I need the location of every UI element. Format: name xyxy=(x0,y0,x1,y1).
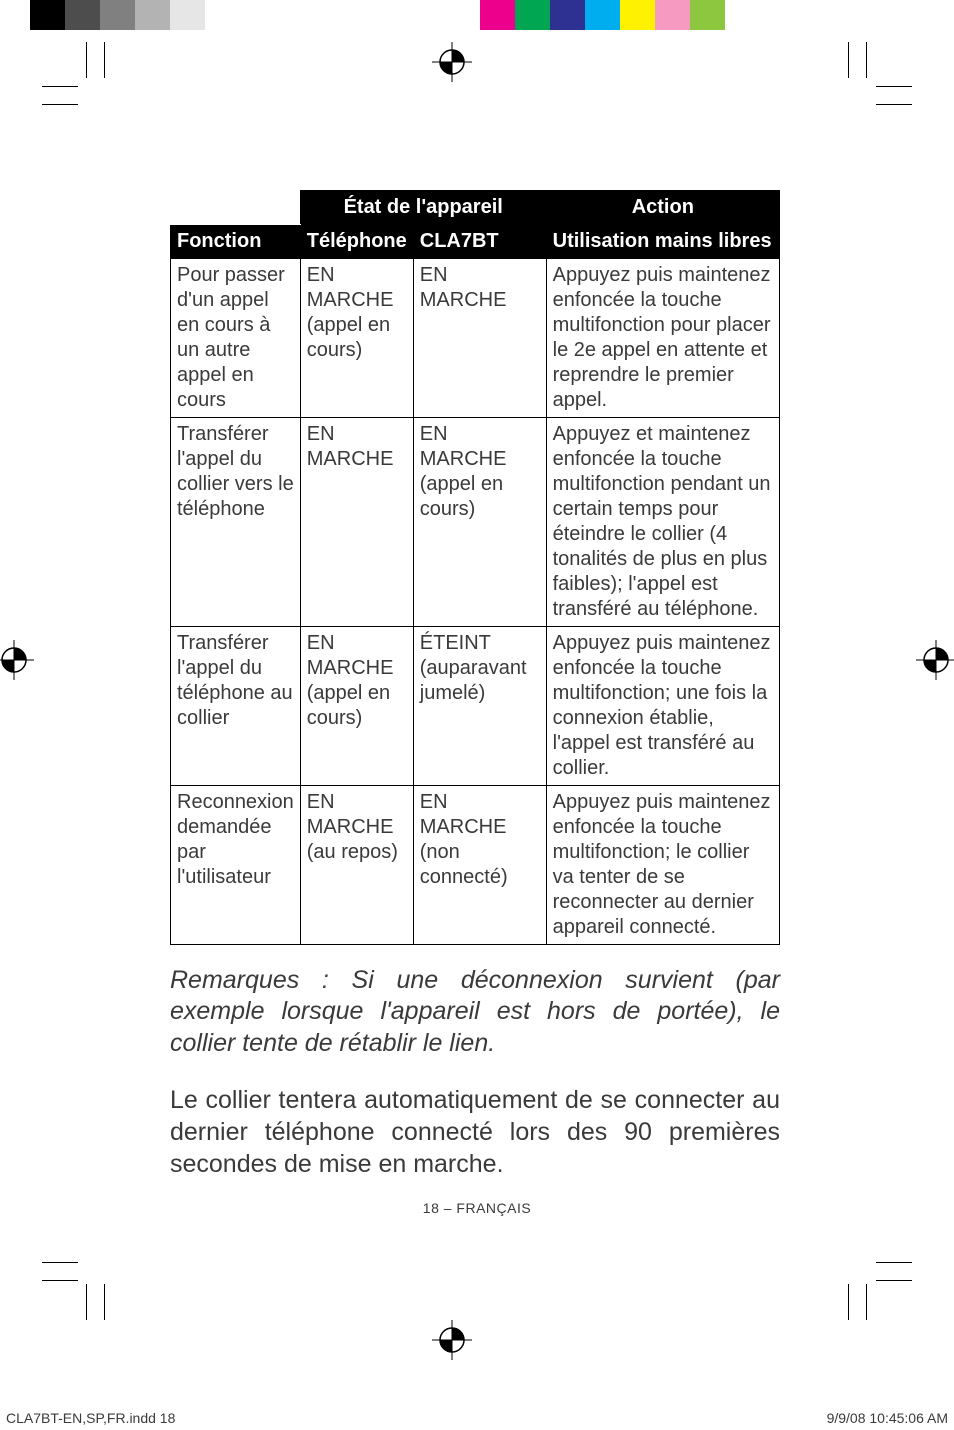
crop-mark xyxy=(876,86,912,87)
table-row: Transférer l'appel du collier vers le té… xyxy=(171,418,780,627)
crop-mark xyxy=(876,104,912,105)
color-bar-right xyxy=(480,0,725,30)
page-content: État de l'appareil Action Fonction Télép… xyxy=(170,190,780,1205)
crop-mark xyxy=(42,1262,78,1263)
footer-left: CLA7BT-EN,SP,FR.indd 18 xyxy=(6,1410,175,1426)
crop-mark xyxy=(876,1280,912,1281)
cell-action: Appuyez et maintenez enfoncée la touche … xyxy=(546,418,779,627)
swatch xyxy=(690,0,725,30)
table-header-fonction: Fonction xyxy=(171,225,301,259)
swatch xyxy=(170,0,205,30)
registration-mark-icon xyxy=(0,640,34,680)
table-header-group-state: État de l'appareil xyxy=(300,191,546,225)
cell-action: Appuyez puis maintenez enfoncée la touch… xyxy=(546,259,779,418)
functions-table: État de l'appareil Action Fonction Télép… xyxy=(170,190,780,945)
crop-mark xyxy=(104,42,105,78)
cell-fonction: Pour passer d'un appel en cours à un aut… xyxy=(171,259,301,418)
cell-cla7bt: EN MARCHE (non connecté) xyxy=(413,786,546,945)
swatch xyxy=(135,0,170,30)
footer: CLA7BT-EN,SP,FR.indd 18 9/9/08 10:45:06 … xyxy=(6,1410,948,1426)
registration-mark-icon xyxy=(432,1320,472,1360)
crop-mark xyxy=(876,1262,912,1263)
table-header-cla7bt: CLA7BT xyxy=(413,225,546,259)
cell-fonction: Transférer l'appel du téléphone au colli… xyxy=(171,627,301,786)
table-row: Pour passer d'un appel en cours à un aut… xyxy=(171,259,780,418)
crop-mark xyxy=(42,104,78,105)
cell-telephone: EN MARCHE (appel en cours) xyxy=(300,259,413,418)
crop-mark xyxy=(848,1284,849,1320)
swatch xyxy=(550,0,585,30)
registration-mark-icon xyxy=(432,42,472,82)
swatch xyxy=(620,0,655,30)
table-row: Reconnexion demandée par l'utilisateur E… xyxy=(171,786,780,945)
cell-telephone: EN MARCHE (appel en cours) xyxy=(300,627,413,786)
table-header-utilisation: Utilisation mains libres xyxy=(546,225,779,259)
page-number: 18 – FRANÇAIS xyxy=(0,1200,954,1216)
table-header-telephone: Téléphone xyxy=(300,225,413,259)
cell-cla7bt: EN MARCHE xyxy=(413,259,546,418)
swatch xyxy=(480,0,515,30)
cell-fonction: Transférer l'appel du collier vers le té… xyxy=(171,418,301,627)
crop-mark xyxy=(42,86,78,87)
crop-mark xyxy=(42,1280,78,1281)
crop-mark xyxy=(848,42,849,78)
registration-mark-icon xyxy=(916,640,954,680)
note-paragraph: Remarques : Si une déconnexion survient … xyxy=(170,965,780,1059)
crop-mark xyxy=(104,1284,105,1320)
color-bar-left xyxy=(30,0,205,30)
cell-fonction: Reconnexion demandée par l'utilisateur xyxy=(171,786,301,945)
crop-mark xyxy=(866,42,867,78)
crop-mark xyxy=(866,1284,867,1320)
footer-right: 9/9/08 10:45:06 AM xyxy=(827,1410,948,1426)
table-header-blank xyxy=(171,191,301,225)
cell-cla7bt: EN MARCHE (appel en cours) xyxy=(413,418,546,627)
swatch xyxy=(585,0,620,30)
body-paragraph: Le collier tentera automatiquement de se… xyxy=(170,1084,780,1180)
swatch xyxy=(30,0,65,30)
cell-action: Appuyez puis maintenez enfoncée la touch… xyxy=(546,786,779,945)
swatch xyxy=(65,0,100,30)
swatch xyxy=(100,0,135,30)
swatch xyxy=(655,0,690,30)
crop-mark xyxy=(86,1284,87,1320)
table-row: Transférer l'appel du téléphone au colli… xyxy=(171,627,780,786)
table-header-group-action: Action xyxy=(546,191,779,225)
cell-action: Appuyez puis maintenez enfoncée la touch… xyxy=(546,627,779,786)
swatch xyxy=(515,0,550,30)
cell-telephone: EN MARCHE xyxy=(300,418,413,627)
cell-cla7bt: ÉTEINT (auparavant jumelé) xyxy=(413,627,546,786)
cell-telephone: EN MARCHE (au repos) xyxy=(300,786,413,945)
crop-mark xyxy=(86,42,87,78)
